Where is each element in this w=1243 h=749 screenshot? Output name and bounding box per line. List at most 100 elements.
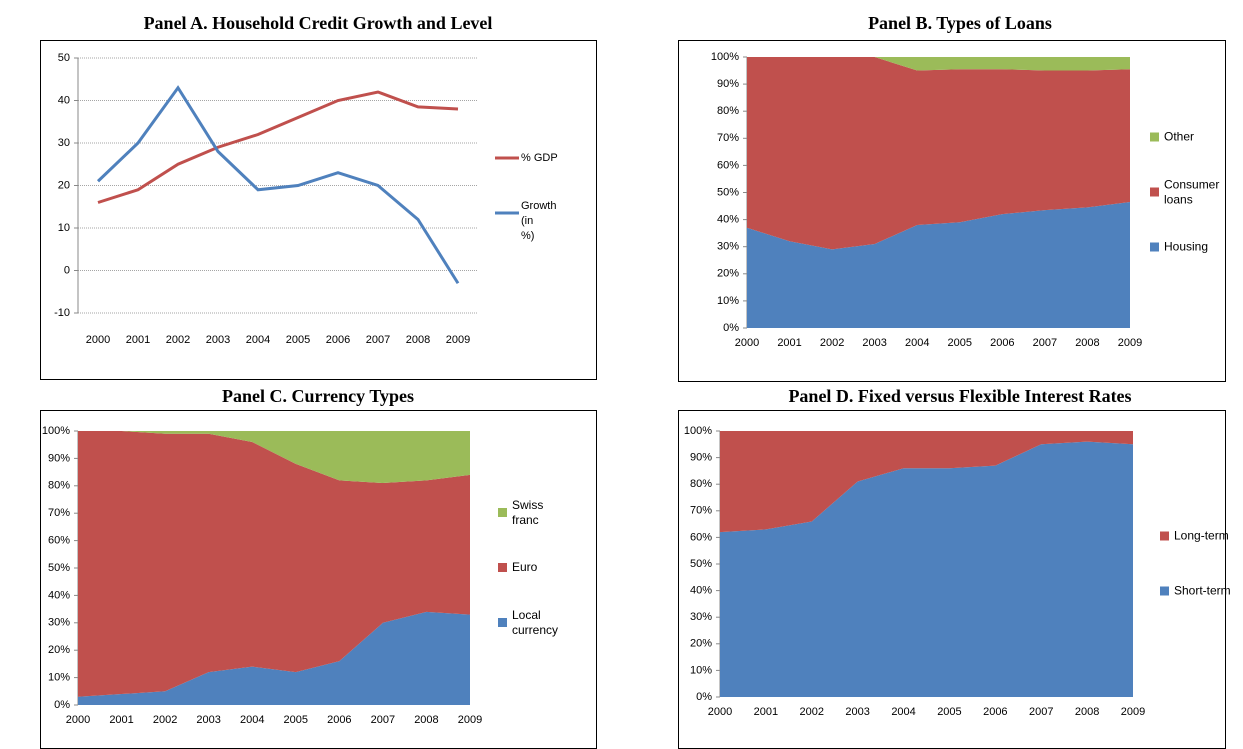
y-tick-label: 60% xyxy=(717,159,739,171)
legend-label: Other xyxy=(1164,130,1194,144)
legend-label: Growth (in%) xyxy=(521,200,556,242)
x-tick-label: 2006 xyxy=(326,334,350,346)
y-tick-label: 0% xyxy=(696,691,712,703)
y-tick-label: 10% xyxy=(48,672,70,684)
x-tick-label: 2005 xyxy=(948,337,972,349)
y-tick-label: 80% xyxy=(48,480,70,492)
x-tick-label: 2003 xyxy=(196,714,220,726)
legend-label: Euro xyxy=(512,560,538,574)
series-area xyxy=(78,431,470,697)
x-tick-label: 2000 xyxy=(86,334,110,346)
y-tick-label: 50% xyxy=(48,562,70,574)
x-tick-label: 2006 xyxy=(990,337,1014,349)
legend-label: Consumer loans xyxy=(1164,178,1219,207)
series-area xyxy=(747,201,1130,328)
y-tick-label: 90% xyxy=(690,452,712,464)
y-tick-label: 30 xyxy=(58,137,70,149)
y-tick-label: 20% xyxy=(48,644,70,656)
series-line xyxy=(97,90,459,204)
legend-swatch xyxy=(1150,187,1159,197)
legend-label: Long-term xyxy=(1174,529,1229,543)
x-tick-label: 2008 xyxy=(414,714,438,726)
x-tick-label: 2002 xyxy=(820,337,844,349)
y-tick-label: 0% xyxy=(54,699,70,711)
x-tick-label: 2002 xyxy=(166,334,190,346)
x-tick-label: 2008 xyxy=(406,334,430,346)
chart-frame xyxy=(40,40,597,380)
legend-label: Short-term xyxy=(1174,584,1231,598)
y-tick-label: 50% xyxy=(717,186,739,198)
panel-title: Panel D. Fixed versus Flexible Interest … xyxy=(788,386,1131,406)
y-tick-label: 40% xyxy=(717,214,739,226)
y-tick-label: 100% xyxy=(711,51,739,63)
x-tick-label: 2008 xyxy=(1075,337,1099,349)
y-tick-label: -10 xyxy=(54,307,70,319)
x-tick-label: 2004 xyxy=(240,714,264,726)
y-tick-label: 90% xyxy=(717,78,739,90)
y-tick-label: 10 xyxy=(58,222,70,234)
y-tick-label: 40% xyxy=(48,589,70,601)
y-tick-label: 100% xyxy=(42,425,70,437)
series-area xyxy=(720,431,1133,533)
y-tick-label: 70% xyxy=(690,505,712,517)
legend-swatch xyxy=(498,618,507,627)
legend-swatch xyxy=(1160,586,1169,596)
series-area xyxy=(747,57,1130,250)
legend-swatch xyxy=(1150,242,1159,252)
y-tick-label: 60% xyxy=(690,531,712,543)
x-tick-label: 2001 xyxy=(109,714,133,726)
series-line xyxy=(96,85,460,285)
y-tick-label: 0 xyxy=(64,264,70,276)
y-tick-label: 30% xyxy=(690,611,712,623)
x-tick-label: 2002 xyxy=(800,706,824,718)
x-tick-label: 2009 xyxy=(1118,337,1142,349)
legend-label: Swiss franc xyxy=(512,498,543,527)
x-tick-label: 2005 xyxy=(286,334,310,346)
x-tick-label: 2007 xyxy=(366,334,390,346)
x-tick-label: 2009 xyxy=(1121,706,1145,718)
x-tick-label: 2003 xyxy=(862,337,886,349)
legend-swatch xyxy=(1150,132,1159,142)
x-tick-label: 2004 xyxy=(246,334,270,346)
y-tick-label: 70% xyxy=(717,132,739,144)
x-tick-label: 2000 xyxy=(66,714,90,726)
y-tick-label: 20% xyxy=(717,268,739,280)
legend-label: % GDP xyxy=(521,152,558,164)
x-tick-label: 2003 xyxy=(845,706,869,718)
y-tick-label: 30% xyxy=(48,617,70,629)
y-tick-label: 50 xyxy=(58,52,70,64)
series-area xyxy=(720,441,1133,697)
x-tick-label: 2009 xyxy=(446,334,470,346)
x-tick-label: 2009 xyxy=(458,714,482,726)
y-tick-label: 50% xyxy=(690,558,712,570)
legend-swatch xyxy=(1160,531,1169,541)
y-tick-label: 40% xyxy=(690,585,712,597)
x-tick-label: 2007 xyxy=(371,714,395,726)
y-tick-label: 90% xyxy=(48,452,70,464)
x-tick-label: 2002 xyxy=(153,714,177,726)
x-tick-label: 2008 xyxy=(1075,706,1099,718)
y-tick-label: 20% xyxy=(690,638,712,650)
x-tick-label: 2007 xyxy=(1033,337,1057,349)
x-tick-label: 2000 xyxy=(735,337,759,349)
legend-label: Housing xyxy=(1164,240,1208,254)
series-area xyxy=(747,57,1130,71)
legend-label: Local currency xyxy=(512,608,558,637)
y-tick-label: 10% xyxy=(717,295,739,307)
y-tick-label: 30% xyxy=(717,241,739,253)
x-tick-label: 2001 xyxy=(777,337,801,349)
x-tick-label: 2005 xyxy=(937,706,961,718)
y-tick-label: 0% xyxy=(723,322,739,334)
x-tick-label: 2006 xyxy=(983,706,1007,718)
y-tick-label: 10% xyxy=(690,664,712,676)
panel-title: Panel C. Currency Types xyxy=(222,386,414,406)
y-tick-label: 100% xyxy=(684,425,712,437)
y-tick-label: 20 xyxy=(58,179,70,191)
y-tick-label: 40 xyxy=(58,94,70,106)
x-tick-label: 2005 xyxy=(284,714,308,726)
legend-swatch xyxy=(498,508,507,517)
x-tick-label: 2000 xyxy=(708,706,732,718)
x-tick-label: 2004 xyxy=(905,337,929,349)
